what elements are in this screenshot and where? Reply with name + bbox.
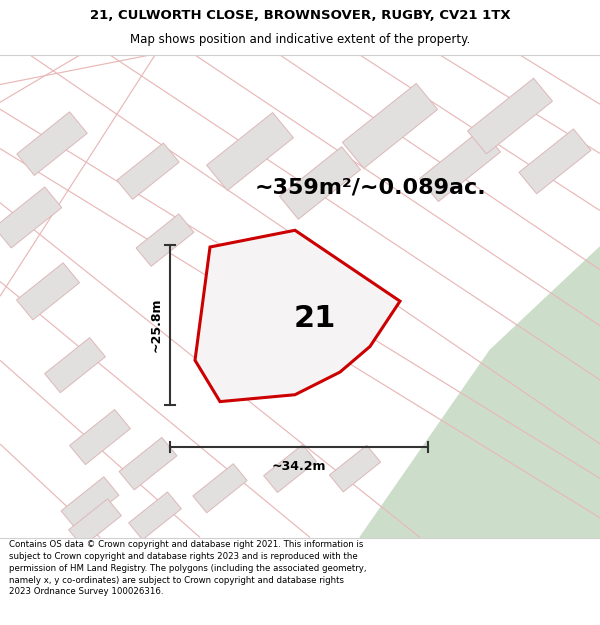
Polygon shape (128, 492, 181, 540)
Polygon shape (360, 247, 600, 538)
Polygon shape (195, 230, 400, 402)
Polygon shape (44, 338, 106, 392)
Text: ~25.8m: ~25.8m (149, 298, 163, 352)
Polygon shape (70, 409, 130, 464)
Polygon shape (136, 214, 194, 266)
Polygon shape (206, 112, 293, 191)
Polygon shape (0, 187, 62, 248)
Polygon shape (467, 78, 553, 154)
Text: Map shows position and indicative extent of the property.: Map shows position and indicative extent… (130, 33, 470, 46)
Polygon shape (17, 112, 87, 176)
Text: 21, CULWORTH CLOSE, BROWNSOVER, RUGBY, CV21 1TX: 21, CULWORTH CLOSE, BROWNSOVER, RUGBY, C… (89, 9, 511, 22)
Text: ~359m²/~0.089ac.: ~359m²/~0.089ac. (255, 178, 487, 198)
Polygon shape (117, 143, 179, 199)
Polygon shape (119, 438, 177, 490)
Polygon shape (329, 445, 380, 492)
Text: Culworth-Close: Culworth-Close (215, 361, 298, 399)
Polygon shape (61, 477, 119, 529)
Polygon shape (419, 129, 500, 201)
Polygon shape (68, 499, 121, 547)
Text: Contains OS data © Crown copyright and database right 2021. This information is
: Contains OS data © Crown copyright and d… (9, 540, 367, 596)
Text: ~34.2m: ~34.2m (272, 460, 326, 473)
Polygon shape (343, 84, 437, 168)
Polygon shape (280, 147, 361, 219)
Polygon shape (519, 129, 591, 194)
Polygon shape (17, 262, 79, 320)
Text: 21: 21 (294, 304, 336, 333)
Polygon shape (263, 444, 316, 493)
Polygon shape (193, 464, 247, 512)
